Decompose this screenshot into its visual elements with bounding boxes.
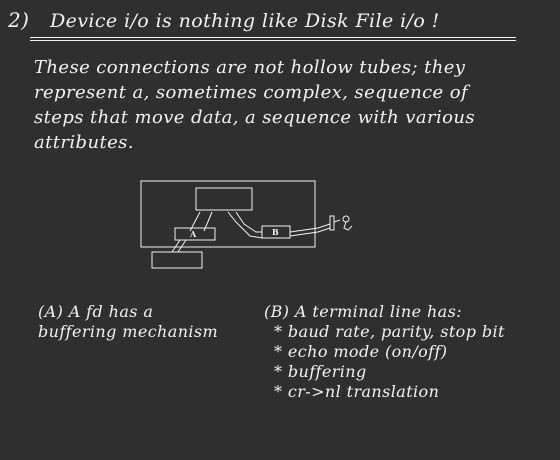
- intro-line: steps that move data, a sequence with va…: [34, 107, 476, 128]
- terminal-line: [289, 223, 331, 237]
- process-box: [140, 180, 316, 248]
- slide-title: Device i/o is nothing like Disk File i/o…: [50, 10, 440, 32]
- box-b-label: B: [272, 227, 279, 237]
- attribute-item: * cr->nl translation: [274, 382, 440, 401]
- attribute-item: * buffering: [274, 362, 367, 381]
- box-a-label: A: [189, 229, 197, 239]
- terminal-attributes: (B) A terminal line has: * baud rate, pa…: [264, 302, 505, 402]
- title-underline: [30, 37, 516, 41]
- terminal-cord: [333, 219, 341, 223]
- terminal-attributes-heading: (B) A terminal line has:: [264, 302, 462, 321]
- intro-line: These connections are not hollow tubes; …: [34, 57, 466, 78]
- fd-note: (A) A fd has a buffering mechanism: [38, 302, 218, 342]
- intro-paragraph: These connections are not hollow tubes; …: [34, 55, 544, 155]
- attribute-item: * echo mode (on/off): [274, 342, 448, 361]
- intro-line: attributes.: [34, 132, 134, 153]
- attribute-item: * baud rate, parity, stop bit: [274, 322, 505, 341]
- fd-note-line: (A) A fd has a: [38, 302, 154, 321]
- box-a: [174, 227, 216, 241]
- slide-number: 2): [8, 8, 30, 32]
- terminal-plug: [329, 215, 335, 231]
- intro-line: represent a, sometimes complex, sequence…: [34, 82, 469, 103]
- user-icon: [342, 215, 353, 231]
- kernel-buffer-box: [195, 187, 253, 211]
- disk-link: [171, 239, 187, 253]
- disk-box: [151, 251, 203, 269]
- connector-b-stream: [227, 211, 263, 239]
- fd-note-line: buffering mechanism: [38, 322, 219, 341]
